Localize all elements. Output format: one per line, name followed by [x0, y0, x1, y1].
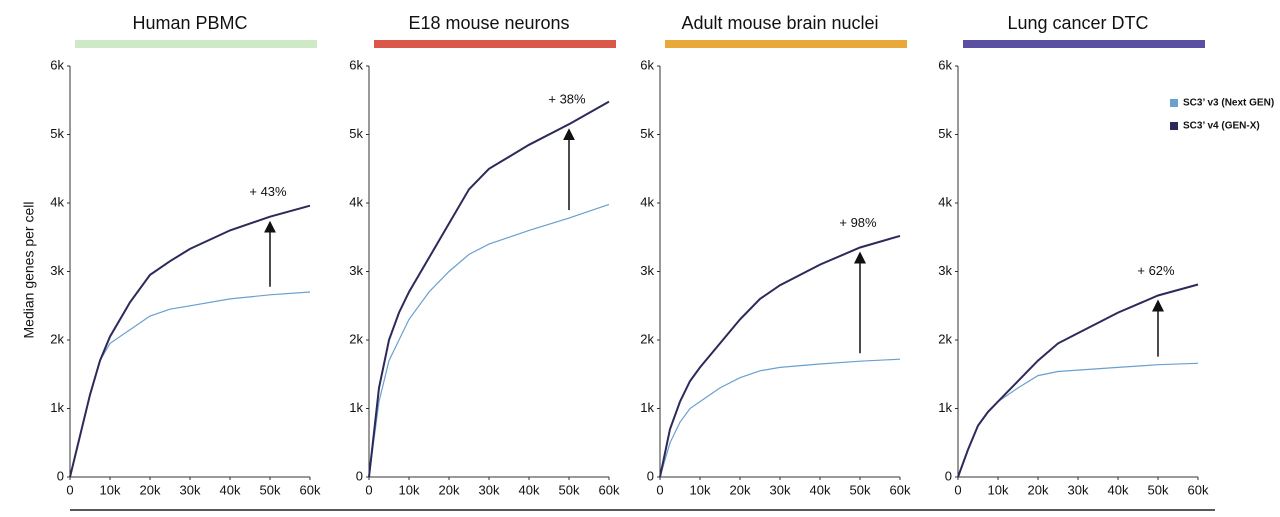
- y-tick-label: 3k: [640, 263, 654, 278]
- legend-label: SC3’ v3 (Next GEN): [1183, 98, 1274, 109]
- y-tick-label: 6k: [349, 57, 363, 72]
- x-tick-label: 40k: [810, 482, 831, 497]
- y-tick-label: 2k: [50, 331, 64, 346]
- x-tick-label: 40k: [220, 482, 241, 497]
- x-tick-label: 60k: [599, 482, 620, 497]
- y-tick-label: 2k: [349, 331, 363, 346]
- x-tick-label: 20k: [1028, 482, 1049, 497]
- x-tick-label: 50k: [850, 482, 871, 497]
- series-line: [957, 362, 1199, 478]
- annotation: + 43%: [249, 184, 287, 199]
- y-tick-label: 3k: [349, 263, 363, 278]
- series-line: [368, 100, 610, 478]
- x-tick-label: 60k: [890, 482, 911, 497]
- series-line: [957, 283, 1199, 478]
- y-tick-label: 5k: [640, 126, 654, 141]
- chart-title: E18 mouse neurons: [408, 13, 569, 33]
- y-tick-label: 2k: [640, 331, 654, 346]
- x-tick-label: 0: [66, 482, 73, 497]
- x-tick-label: 10k: [690, 482, 711, 497]
- x-tick-label: 10k: [399, 482, 420, 497]
- chart-title: Human PBMC: [132, 13, 247, 33]
- y-tick-label: 0: [945, 468, 952, 483]
- y-tick-label: 6k: [50, 57, 64, 72]
- x-tick-label: 30k: [180, 482, 201, 497]
- title-bar: [374, 40, 616, 48]
- y-tick-label: 5k: [349, 126, 363, 141]
- y-tick-label: 0: [647, 468, 654, 483]
- title-bar: [665, 40, 907, 48]
- x-tick-label: 50k: [1148, 482, 1169, 497]
- y-tick-label: 6k: [938, 57, 952, 72]
- y-axis-label: Median genes per cell: [21, 202, 37, 339]
- chart-title: Lung cancer DTC: [1007, 13, 1148, 33]
- y-tick-label: 5k: [50, 126, 64, 141]
- legend-label: SC3’ v4 (GEN-X): [1183, 121, 1260, 132]
- x-tick-label: 30k: [1068, 482, 1089, 497]
- x-tick-label: 0: [954, 482, 961, 497]
- x-tick-label: 50k: [559, 482, 580, 497]
- title-bar: [75, 40, 317, 48]
- annotation: + 38%: [548, 92, 586, 107]
- x-tick-label: 0: [365, 482, 372, 497]
- series-line: [69, 204, 311, 478]
- x-tick-label: 30k: [770, 482, 791, 497]
- x-tick-label: 20k: [140, 482, 161, 497]
- series-line: [659, 234, 901, 478]
- y-tick-label: 4k: [938, 194, 952, 209]
- chart-title: Adult mouse brain nuclei: [681, 13, 878, 33]
- x-tick-label: 60k: [300, 482, 321, 497]
- x-tick-label: 50k: [260, 482, 281, 497]
- y-tick-label: 5k: [938, 126, 952, 141]
- annotation: + 62%: [1137, 263, 1175, 278]
- x-tick-label: 10k: [100, 482, 121, 497]
- annotation: + 98%: [839, 215, 877, 230]
- series-line: [659, 358, 901, 478]
- y-tick-label: 6k: [640, 57, 654, 72]
- x-tick-label: 10k: [988, 482, 1009, 497]
- y-tick-label: 1k: [50, 400, 64, 415]
- y-tick-label: 1k: [640, 400, 654, 415]
- y-tick-label: 0: [356, 468, 363, 483]
- y-tick-label: 3k: [50, 263, 64, 278]
- series-line: [69, 291, 311, 478]
- x-tick-label: 0: [656, 482, 663, 497]
- y-tick-label: 4k: [640, 194, 654, 209]
- y-tick-label: 1k: [938, 400, 952, 415]
- x-tick-label: 40k: [1108, 482, 1129, 497]
- title-bar: [963, 40, 1205, 48]
- y-tick-label: 2k: [938, 331, 952, 346]
- y-tick-label: 1k: [349, 400, 363, 415]
- y-tick-label: 3k: [938, 263, 952, 278]
- y-tick-label: 0: [57, 468, 64, 483]
- x-tick-label: 20k: [439, 482, 460, 497]
- legend-swatch: [1170, 99, 1178, 107]
- x-tick-label: 60k: [1188, 482, 1209, 497]
- x-tick-label: 30k: [479, 482, 500, 497]
- y-tick-label: 4k: [50, 194, 64, 209]
- legend-swatch: [1170, 122, 1178, 130]
- x-tick-label: 40k: [519, 482, 540, 497]
- x-tick-label: 20k: [730, 482, 751, 497]
- y-tick-label: 4k: [349, 194, 363, 209]
- series-line: [368, 203, 610, 478]
